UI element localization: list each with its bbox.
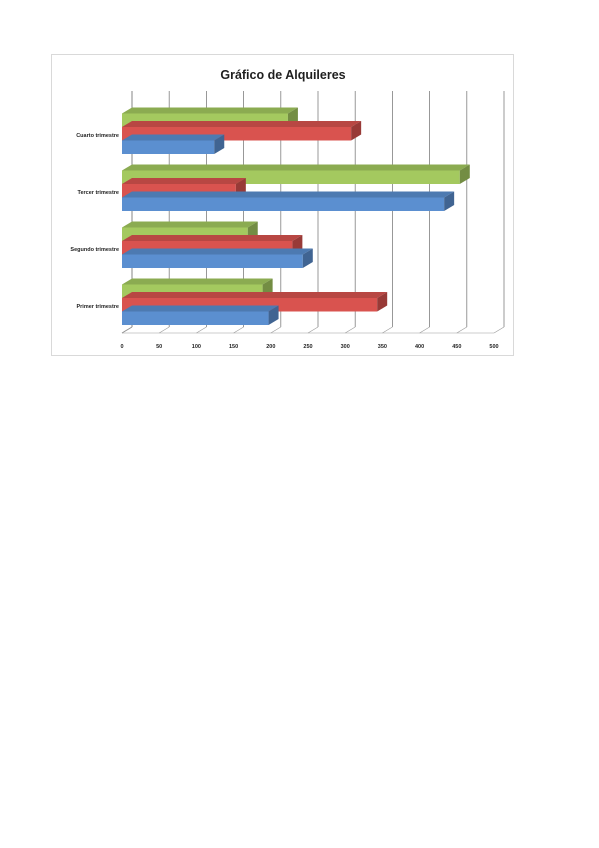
bar xyxy=(122,248,313,268)
x-tick-label: 400 xyxy=(415,344,424,350)
bar-end-face xyxy=(444,191,455,211)
bar-top-face xyxy=(122,278,273,285)
category-label: Segundo trimestre xyxy=(70,247,119,253)
bar-front-face xyxy=(122,311,269,325)
bar-top-face xyxy=(122,248,313,255)
bar xyxy=(122,305,279,325)
bar-top-face xyxy=(122,178,246,184)
floor-gridline xyxy=(270,326,281,334)
bar-end-face xyxy=(214,134,225,154)
floor-gridline xyxy=(233,326,244,334)
chart-area: Gráfico de Alquileres 0 50 100 150 200 250 300… xyxy=(51,54,514,356)
bar-top-face xyxy=(122,107,298,114)
floor-gridline xyxy=(159,326,170,334)
bar-front-face xyxy=(122,140,215,154)
bar-top-face xyxy=(122,191,455,198)
bar-end-face xyxy=(302,248,313,268)
x-tick-label: 300 xyxy=(341,344,350,350)
floor-gridline xyxy=(307,326,319,334)
x-tick-label: 0 xyxy=(120,344,123,350)
chart-title: Gráfico de Alquileres xyxy=(220,68,345,82)
x-tick-label: 200 xyxy=(266,344,275,350)
x-tick-label: 250 xyxy=(303,344,312,350)
x-tick-label: 450 xyxy=(452,344,461,350)
x-tick-label: 100 xyxy=(192,344,201,350)
category-label: Tercer trimestre xyxy=(78,190,119,196)
floor-gridline xyxy=(493,326,505,334)
bar-top-face xyxy=(122,292,388,298)
bar-chart: Gráfico de Alquileres 0 50 100 150 200 250 300… xyxy=(70,68,505,350)
bar-end-face xyxy=(377,292,388,312)
bar xyxy=(122,191,455,211)
floor-gridline xyxy=(121,326,133,334)
bar-top-face xyxy=(122,134,225,141)
bar-end-face xyxy=(268,305,279,325)
floor-gridline xyxy=(345,326,356,334)
x-tick-label: 500 xyxy=(489,344,498,350)
category-label: Cuarto trimestre xyxy=(76,133,119,139)
x-tick-label: 150 xyxy=(229,344,238,350)
bar-top-face xyxy=(122,164,470,171)
bar xyxy=(122,134,225,154)
bar-front-face xyxy=(122,197,445,211)
x-tick-label: 50 xyxy=(156,344,162,350)
bar-end-face xyxy=(459,164,470,184)
floor-gridline xyxy=(196,326,207,334)
bar-end-face xyxy=(351,121,362,141)
floor-gridline xyxy=(419,326,430,334)
bar-top-face xyxy=(122,121,362,127)
bar-front-face xyxy=(122,254,303,268)
category-label: Primer trimestre xyxy=(77,304,120,310)
floor-gridline xyxy=(456,326,467,334)
floor-gridline xyxy=(382,326,393,334)
bar-top-face xyxy=(122,221,258,228)
bar-top-face xyxy=(122,305,279,312)
x-tick-label: 350 xyxy=(378,344,387,350)
bar-top-face xyxy=(122,235,303,241)
